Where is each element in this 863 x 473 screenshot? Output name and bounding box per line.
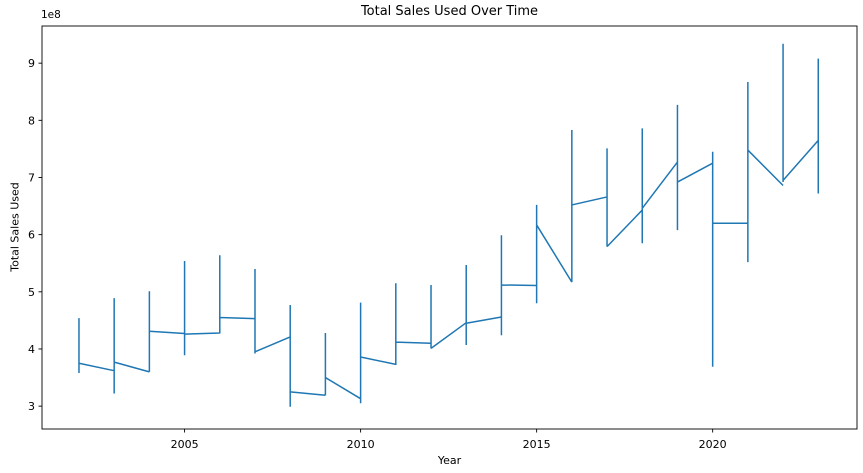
y-tick-label: 9: [28, 57, 35, 70]
y-tick-label: 4: [28, 343, 35, 356]
x-tick-label: 2010: [347, 438, 375, 451]
y-axis-offset-label: 1e8: [41, 9, 61, 21]
x-axis-label: Year: [437, 454, 462, 467]
y-axis-ticks: 3 4 5 6 7 8 9: [28, 57, 42, 413]
y-tick-label: 5: [28, 286, 35, 299]
x-axis-ticks: 2005 2010 2015 2020: [171, 429, 727, 451]
plot-frame: [41, 25, 858, 430]
x-tick-label: 2005: [171, 438, 199, 451]
x-tick-label: 2015: [523, 438, 551, 451]
y-tick-label: 6: [28, 229, 35, 242]
y-tick-label: 8: [28, 114, 35, 127]
x-tick-label: 2020: [699, 438, 727, 451]
sales-line-series: [78, 43, 820, 407]
y-tick-label: 3: [28, 400, 35, 413]
y-tick-label: 7: [28, 171, 35, 184]
chart-title: Total Sales Used Over Time: [360, 4, 539, 19]
